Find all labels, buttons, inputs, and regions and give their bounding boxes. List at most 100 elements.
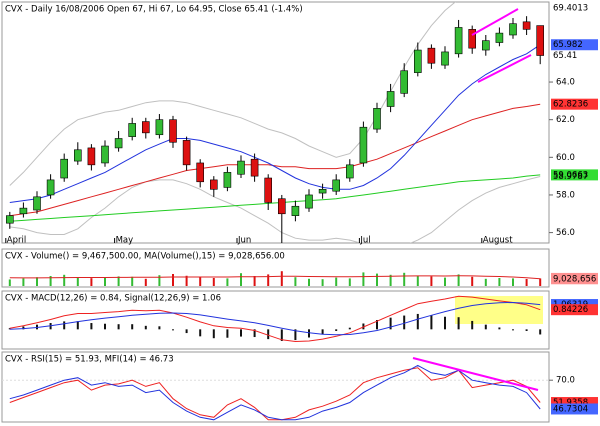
histogram-bar [335, 329, 338, 331]
histogram-bar [104, 323, 106, 330]
candle-body [386, 91, 395, 107]
volume-bar [185, 275, 188, 286]
histogram-bar [294, 329, 297, 341]
y-tick-label: 64.0 [556, 78, 575, 88]
rsi-panel [2, 364, 549, 421]
volume-bar [199, 277, 202, 286]
volume-bar [321, 279, 324, 286]
volume-panel-frame [1, 248, 550, 288]
histogram-bar [376, 320, 378, 330]
volume-bar [253, 276, 256, 286]
volume-panel [8, 271, 542, 286]
histogram-bar [444, 316, 446, 330]
volume-bar [172, 274, 174, 286]
volume-bar [22, 278, 25, 286]
value-box [551, 397, 598, 409]
indicator-line [9, 44, 541, 203]
histogram-bar [131, 324, 134, 330]
candle-body [182, 140, 191, 166]
volume-bar [49, 276, 52, 286]
candle-body [454, 27, 463, 55]
volume-bar [212, 278, 215, 286]
panel-frames [1, 1, 550, 423]
histogram-bar [144, 325, 147, 330]
value-label: 0.84226 [553, 305, 588, 315]
candle-body [264, 177, 273, 203]
volume-bar [280, 271, 283, 286]
histogram-bar [457, 317, 460, 330]
value-label: 65.982 [553, 40, 583, 50]
histogram-bar [117, 324, 120, 330]
histogram-bar [76, 321, 79, 330]
rsi-panel-frame [1, 351, 550, 423]
trend-line [471, 8, 519, 36]
volume-bar [36, 277, 38, 286]
x-tick-label: May [116, 236, 134, 246]
histogram-bar [253, 329, 256, 338]
volume-bar [498, 278, 501, 286]
candle-body [291, 205, 300, 216]
volume-bar [294, 277, 297, 286]
value-label: 46.7304 [553, 404, 588, 414]
volume-bar [104, 277, 106, 286]
volume-title: CVX - Volume() = 9,467,500.00, MA(Volume… [5, 252, 285, 262]
indicator-line [9, 364, 541, 421]
candle-body [318, 189, 327, 194]
y-tick-label: 58.0 [556, 190, 575, 200]
volume-bar [63, 274, 66, 286]
candle-body [237, 160, 245, 175]
chart-title: CVX - Daily 16/08/2006 Open 67, Hi 67, L… [5, 5, 303, 15]
value-box [551, 304, 598, 316]
volume-bar [430, 276, 433, 286]
candle-body [33, 196, 41, 211]
histogram-bar [362, 323, 365, 330]
value-box [551, 39, 598, 51]
candle-body [223, 172, 232, 188]
candle-body [101, 145, 109, 164]
histogram-bar [512, 329, 514, 331]
y-tick-label: 62.0 [556, 115, 575, 125]
candle-body [250, 158, 259, 177]
candle-body [522, 21, 531, 30]
value-label: 65.41 [553, 51, 577, 61]
volume-bar [376, 273, 378, 286]
candle-body [277, 198, 286, 215]
volume-bar [8, 279, 11, 286]
value-label: 69.4013 [553, 4, 588, 14]
macd-panel [8, 295, 542, 343]
candle-body [359, 126, 368, 164]
value-box [551, 403, 598, 415]
histogram-bar [484, 324, 487, 330]
candle-body [373, 108, 381, 130]
volume-bar [348, 278, 351, 286]
macd-panel-frame [1, 290, 550, 350]
volume-bar [131, 276, 134, 286]
histogram-bar [403, 315, 406, 330]
histogram-bar [308, 329, 310, 338]
candle-body [87, 147, 96, 166]
volume-bar [240, 273, 242, 286]
histogram-bar [348, 327, 351, 330]
candle-body [155, 119, 164, 136]
candle-body [210, 179, 218, 190]
candle-body [481, 40, 490, 51]
histogram-bar [416, 313, 419, 330]
histogram-bar [226, 329, 229, 338]
candle-body [6, 215, 14, 224]
histogram-bar [280, 329, 283, 341]
candle-body [128, 123, 136, 137]
candle-body [495, 32, 504, 43]
histogram-bar [90, 323, 93, 330]
candle-body [441, 51, 449, 66]
candle-body [509, 23, 517, 36]
candle-body [74, 149, 82, 162]
volume-bar [525, 278, 528, 286]
price-panel [6, 2, 545, 243]
histogram-bar [63, 321, 66, 330]
candle-body [427, 47, 436, 64]
volume-bar [362, 272, 365, 286]
volume-bar [308, 278, 310, 286]
value-label: 51.9358 [553, 398, 588, 408]
candle-body [332, 179, 341, 192]
rsi-title: CVX - RSI(15) = 51.93, MFI(14) = 46.73 [5, 355, 174, 365]
